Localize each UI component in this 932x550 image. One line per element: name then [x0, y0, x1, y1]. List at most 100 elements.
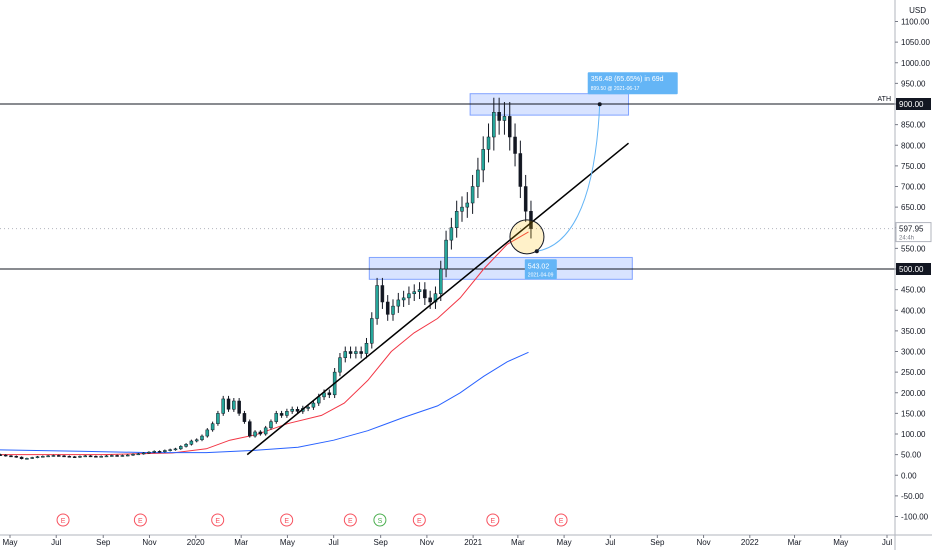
candle-body[interactable]: [136, 453, 141, 456]
candle-body[interactable]: [507, 116, 512, 138]
candle-body[interactable]: [157, 451, 162, 453]
candle-body[interactable]: [248, 421, 252, 437]
candle-body[interactable]: [147, 451, 151, 454]
candle-body[interactable]: [3, 454, 8, 457]
candle-body[interactable]: [497, 112, 501, 121]
highlight-circle[interactable]: [509, 219, 545, 255]
candle-body[interactable]: [417, 289, 422, 292]
candle-body[interactable]: [88, 455, 93, 458]
candle-body[interactable]: [263, 427, 268, 435]
earnings-marker[interactable]: [133, 513, 147, 527]
candle-body[interactable]: [200, 435, 204, 441]
candle-body[interactable]: [470, 186, 475, 204]
candle-body[interactable]: [242, 413, 247, 422]
candle-body[interactable]: [25, 458, 29, 460]
candle-body[interactable]: [216, 413, 220, 424]
candle-body[interactable]: [210, 423, 215, 431]
candle-body[interactable]: [354, 351, 358, 354]
candle-body[interactable]: [194, 439, 199, 442]
price-axis[interactable]: -100.00 -50.00 0.00 50.00 100.00 150.00 200.00…: [894, 0, 932, 550]
earnings-marker[interactable]: [280, 513, 294, 527]
moving-average-line[interactable]: [0, 231, 529, 456]
trend-line[interactable]: [246, 142, 629, 456]
candle-body[interactable]: [41, 456, 45, 458]
candle-body[interactable]: [518, 153, 523, 187]
candle-body[interactable]: [72, 456, 77, 458]
candle-body[interactable]: [454, 211, 459, 228]
candle-body[interactable]: [253, 431, 257, 437]
candle-body[interactable]: [481, 149, 485, 171]
candle-body[interactable]: [523, 186, 528, 212]
candle-body[interactable]: [375, 285, 379, 319]
candle-body[interactable]: [205, 429, 210, 437]
candle-body[interactable]: [269, 421, 273, 429]
candle-body[interactable]: [486, 136, 491, 150]
candle-body[interactable]: [258, 431, 263, 435]
earnings-marker[interactable]: [56, 513, 70, 527]
candle-body[interactable]: [279, 413, 284, 416]
candle-body[interactable]: [396, 299, 401, 307]
candle-body[interactable]: [94, 456, 98, 458]
candle-body[interactable]: [444, 239, 448, 270]
candle-body[interactable]: [423, 289, 427, 299]
candle-body[interactable]: [9, 455, 13, 458]
candle-body[interactable]: [14, 456, 19, 458]
projection-curve[interactable]: [536, 104, 601, 252]
candle-body[interactable]: [30, 457, 34, 459]
candle-body[interactable]: [295, 409, 300, 412]
candle-body[interactable]: [19, 456, 24, 460]
candle-body[interactable]: [385, 301, 390, 315]
earnings-marker[interactable]: [343, 513, 357, 527]
candle-body[interactable]: [62, 455, 66, 458]
projection-start-point[interactable]: [534, 249, 539, 254]
candle-body[interactable]: [460, 206, 464, 212]
earnings-marker[interactable]: [486, 513, 500, 527]
candle-body[interactable]: [173, 448, 178, 451]
candle-body[interactable]: [78, 456, 82, 458]
candle-body[interactable]: [285, 411, 289, 416]
candle-body[interactable]: [221, 398, 225, 414]
price-zone[interactable]: [368, 256, 633, 280]
candle-body[interactable]: [428, 297, 432, 303]
candle-body[interactable]: [67, 456, 72, 458]
candle-body[interactable]: [492, 112, 496, 138]
candle-body[interactable]: [120, 455, 125, 457]
candle-body[interactable]: [35, 456, 40, 458]
candle-body[interactable]: [513, 136, 517, 154]
candle-body[interactable]: [465, 202, 470, 208]
candle-body[interactable]: [370, 318, 374, 344]
candle-body[interactable]: [274, 413, 279, 422]
candle-body[interactable]: [449, 227, 454, 241]
candle-body[interactable]: [306, 406, 310, 409]
candle-body[interactable]: [380, 285, 385, 303]
candle-body[interactable]: [439, 268, 443, 294]
candle-body[interactable]: [407, 293, 411, 299]
candle-body[interactable]: [110, 455, 114, 457]
candle-body[interactable]: [0, 454, 3, 456]
candle-body[interactable]: [51, 455, 56, 457]
candle-body[interactable]: [338, 357, 342, 373]
candle-body[interactable]: [359, 351, 363, 354]
candle-body[interactable]: [433, 293, 438, 303]
candle-body[interactable]: [412, 291, 416, 294]
candle-body[interactable]: [232, 400, 236, 410]
candle-body[interactable]: [311, 402, 316, 408]
candle-body[interactable]: [237, 400, 241, 414]
candle-body[interactable]: [168, 449, 172, 451]
time-axis[interactable]: May Jul Sep Nov 2020 Mar May Jul Sep Nov 2021 Mar Ma…: [0, 534, 932, 547]
split-marker[interactable]: [373, 513, 387, 527]
candle-body[interactable]: [226, 398, 231, 410]
candle-body[interactable]: [152, 451, 156, 453]
candle-body[interactable]: [348, 351, 353, 354]
candle-body[interactable]: [184, 444, 188, 447]
candle-body[interactable]: [189, 440, 194, 445]
candle-body[interactable]: [290, 409, 294, 412]
earnings-marker[interactable]: [211, 513, 225, 527]
candle-body[interactable]: [131, 453, 135, 456]
candle-body[interactable]: [179, 446, 183, 450]
candle-body[interactable]: [104, 455, 109, 458]
candle-body[interactable]: [99, 456, 103, 458]
candle-body[interactable]: [502, 116, 507, 121]
candle-body[interactable]: [46, 455, 50, 458]
